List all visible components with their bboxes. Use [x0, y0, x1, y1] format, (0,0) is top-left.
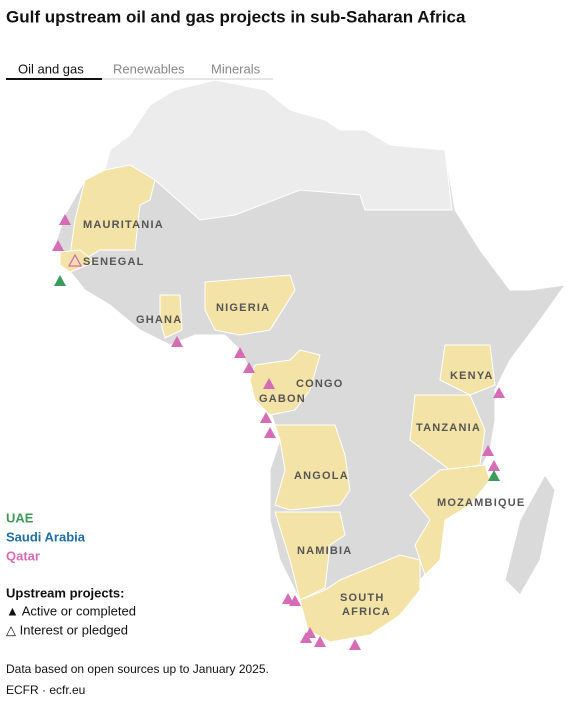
project-marker: [482, 445, 494, 456]
project-marker: [493, 387, 505, 398]
country-label: KENYA: [450, 370, 494, 382]
legend-group: Qatar: [6, 548, 40, 563]
project-marker: [234, 347, 246, 358]
africa-map: [54, 79, 567, 643]
source: ECFR · ecfr.eu: [6, 683, 85, 697]
tab[interactable]: Minerals: [211, 61, 261, 76]
project-marker: [59, 214, 71, 225]
country-label: ANGOLA: [294, 470, 349, 482]
mauritania: [69, 164, 156, 263]
congo-gabon: [249, 349, 321, 416]
project-marker: [263, 378, 275, 389]
tanzania: [409, 394, 486, 471]
project-marker: [289, 595, 301, 606]
project-marker: [314, 636, 326, 647]
project-marker: [260, 412, 272, 423]
madagascar: [504, 474, 556, 596]
project-marker: [243, 362, 255, 373]
country-label: SOUTH: [340, 592, 385, 604]
legend-title: Upstream projects:: [6, 585, 124, 600]
mozambique: [409, 464, 491, 576]
legend-item: ▲ Active or completed: [6, 603, 136, 618]
project-marker: [488, 460, 500, 471]
note: Data based on open sources up to January…: [6, 662, 269, 676]
country-label: CONGO: [296, 378, 344, 390]
ghana: [159, 294, 183, 339]
project-markers: [52, 214, 505, 650]
country-label: SENEGAL: [83, 256, 145, 268]
country-label: AFRICA: [342, 606, 391, 618]
country-label: NAMIBIA: [297, 545, 352, 557]
legend-item: △ Interest or pledged: [6, 622, 128, 637]
legend-group: Saudi Arabia: [6, 529, 86, 544]
project-marker: [67, 253, 83, 267]
country-label: TANZANIA: [416, 422, 481, 434]
nigeria: [204, 274, 296, 336]
country-label: GABON: [259, 393, 306, 405]
project-marker: [349, 639, 361, 650]
title: Gulf upstream oil and gas projects in su…: [6, 7, 466, 26]
legend-group: UAE: [6, 510, 34, 525]
project-marker: [488, 470, 500, 481]
namibia: [274, 511, 346, 601]
project-marker: [52, 240, 64, 251]
project-marker: [300, 632, 312, 643]
project-marker: [264, 427, 276, 438]
project-marker: [171, 336, 183, 347]
tab[interactable]: Renewables: [113, 61, 185, 76]
angola: [274, 424, 351, 511]
country-label: GHANA: [136, 314, 182, 326]
project-marker: [54, 275, 66, 286]
tab[interactable]: Oil and gas: [18, 61, 84, 76]
country-labels: MAURITANIA SENEGAL GHANA NIGERIA CONGO G…: [83, 219, 525, 618]
kenya: [439, 344, 496, 396]
project-marker: [282, 593, 294, 604]
north-africa: [104, 79, 453, 221]
country-label: NIGERIA: [216, 302, 270, 314]
south-africa: [299, 554, 421, 643]
country-label: MOZAMBIQUE: [437, 497, 525, 509]
country-label: MAURITANIA: [83, 219, 164, 231]
